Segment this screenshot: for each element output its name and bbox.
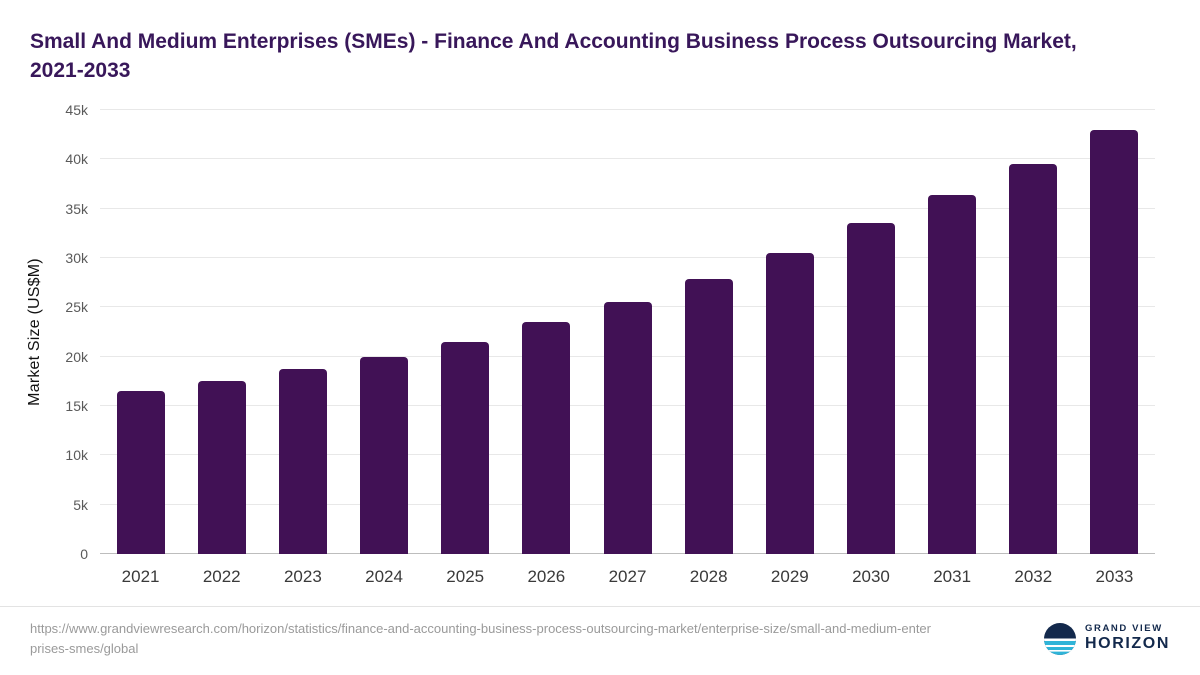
y-tick-label: 40k [65,151,88,168]
y-tick-label: 20k [65,348,88,365]
y-tick-label: 5k [73,496,88,513]
source-url: https://www.grandviewresearch.com/horizo… [30,620,931,656]
y-tick-label: 10k [65,447,88,464]
plot-area: 0 5k 10k 15k 20k 25k 30k 35k 40k 45k [65,102,1155,562]
gridline [100,108,1155,110]
bar-2025 [441,341,490,554]
logo-line2: HORIZON [1085,635,1170,653]
x-tick-label: 2023 [283,566,322,586]
bar-slot [506,110,587,554]
x-tick-label: 2027 [608,566,647,586]
y-axis-title: Market Size (US$M) [26,258,43,406]
bar-slot [425,110,506,554]
bar-slot [1074,110,1155,554]
bar-2022 [197,381,246,554]
y-tick-label: 45k [65,101,88,118]
bar-chart: Market Size (US$M) 0 5k 10k 15k 20k 25k 30k 35k… [0,102,1200,587]
bar-2029 [765,253,814,554]
bar-slot [749,110,830,554]
gridline [100,207,1155,209]
bar-2028 [684,278,733,554]
bars [100,110,1155,554]
x-tick-label: 2032 [1014,566,1053,586]
bar-slot [587,110,668,554]
y-tick-label: 30k [65,249,88,266]
footer: https://www.grandviewresearch.com/horizo… [0,605,1200,675]
bar-2027 [603,302,652,554]
y-tick-label: 35k [65,200,88,217]
bar-slot [668,110,749,554]
x-labels: 2021 2022 2023 2024 2025 2026 2027 2028 2029 2030… [100,554,1155,587]
x-tick-label: 2030 [852,566,890,586]
x-tick-label: 2031 [933,566,972,586]
bar-2024 [360,356,409,554]
logo-text: GRAND VIEW HORIZON [1085,623,1170,653]
bar-slot [100,110,181,554]
bar-2032 [1009,164,1058,554]
chart-title: Small And Medium Enterprises (SMEs) - Fi… [30,30,1077,82]
bar-2021 [116,391,165,554]
bar-2031 [928,194,977,554]
y-tick-label: 0 [80,545,88,562]
x-tick-label: 2022 [202,566,241,586]
bar-slot [993,110,1074,554]
gridline [100,158,1155,160]
grand-view-horizon-logo: GRAND VIEW HORIZON [1044,622,1170,655]
bar-2023 [278,369,327,554]
x-tick-label: 2028 [689,566,728,586]
bar-2026 [522,322,571,554]
x-tick-label: 2033 [1095,566,1134,586]
y-tick-label: 15k [65,397,88,414]
x-tick-label: 2029 [770,566,809,586]
x-tick-label: 2021 [121,566,160,586]
bar-2030 [846,223,895,554]
bar-slot [912,110,993,554]
bar-slot [262,110,343,554]
x-tick-label: 2024 [365,566,403,586]
x-tick-label: 2025 [446,566,485,586]
bar-slot [830,110,911,554]
y-tick-label: 25k [65,299,88,316]
x-tick-label: 2026 [527,566,566,586]
bar-slot [343,110,424,554]
gridline [100,256,1155,258]
horizon-circle-icon [1044,622,1077,655]
bar-slot [181,110,262,554]
bar-2033 [1090,129,1139,554]
logo-line1: GRAND VIEW [1085,623,1163,635]
